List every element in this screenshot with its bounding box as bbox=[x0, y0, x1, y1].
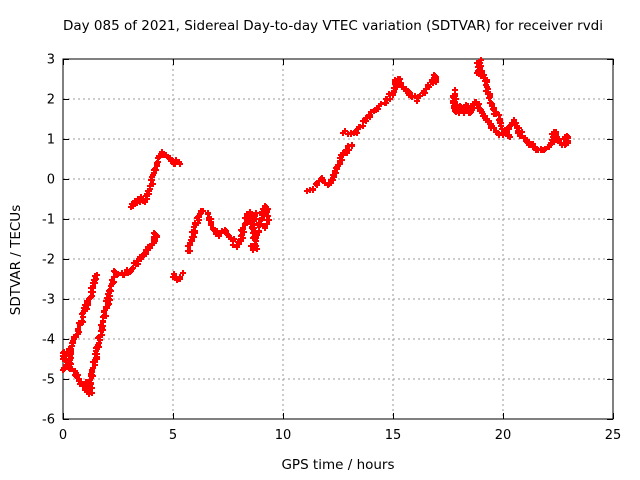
y-axis-label: SDTVAR / TECUs bbox=[8, 205, 24, 315]
chart-title: Day 085 of 2021, Sidereal Day-to-day VTE… bbox=[63, 18, 603, 34]
axis-ticks bbox=[63, 59, 614, 420]
x-tick-label: 20 bbox=[495, 428, 512, 443]
y-tick-label: -2 bbox=[42, 253, 55, 268]
y-tick-label: 1 bbox=[47, 133, 55, 148]
y-tick-label: -1 bbox=[42, 213, 55, 228]
x-tick-label: 5 bbox=[169, 428, 177, 443]
scatter-plus-markers bbox=[60, 57, 571, 397]
x-tick-label: 10 bbox=[275, 428, 292, 443]
x-tick-label: 25 bbox=[605, 428, 622, 443]
x-tick-label: 0 bbox=[59, 428, 67, 443]
x-tick-label: 15 bbox=[385, 428, 402, 443]
plot-border bbox=[62, 58, 614, 420]
grid-lines bbox=[63, 59, 613, 419]
y-tick-label: 2 bbox=[47, 93, 55, 108]
y-tick-label: 3 bbox=[47, 53, 55, 68]
x-axis-label: GPS time / hours bbox=[281, 457, 394, 473]
y-tick-label: -5 bbox=[42, 373, 55, 388]
data-markers bbox=[60, 57, 571, 397]
y-tick-label: -4 bbox=[42, 333, 55, 348]
tick-labels: 0 5 10 15 20 25 -6 -5 -4 -3 -2 -1 0 1 2 3 bbox=[42, 53, 621, 444]
y-tick-label: -6 bbox=[42, 413, 55, 428]
y-tick-label: -3 bbox=[42, 293, 55, 308]
y-tick-label: 0 bbox=[47, 173, 55, 188]
